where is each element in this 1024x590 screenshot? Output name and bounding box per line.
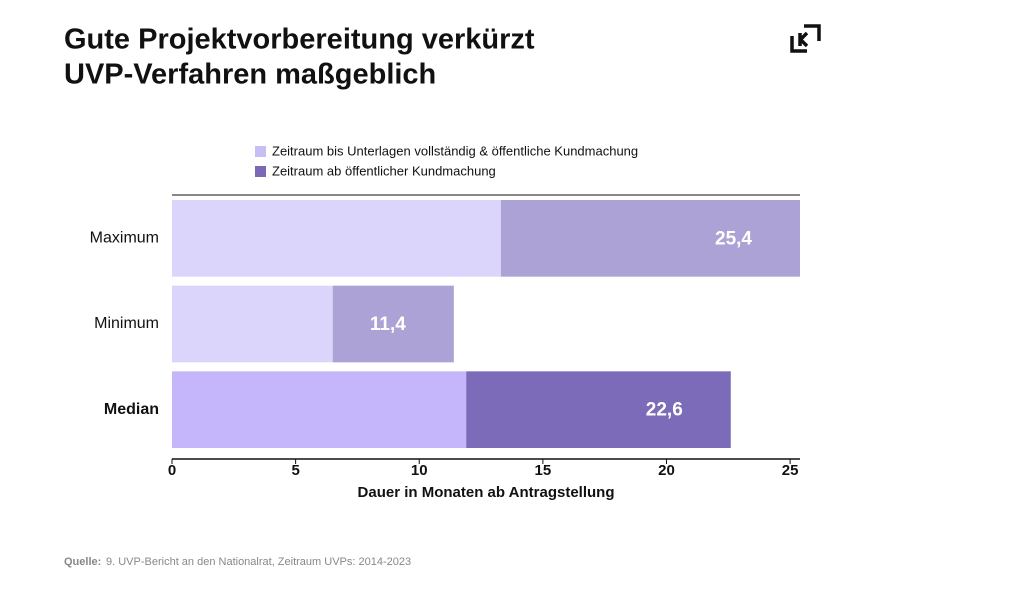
legend-label: Zeitraum bis Unterlagen vollständig & öf… [272, 143, 638, 158]
x-axis-title: Dauer in Monaten ab Antragstellung [358, 484, 615, 501]
bar-segment [172, 285, 333, 363]
source: 9. UVP-Bericht an den Nationalrat, Zeitr… [106, 556, 411, 568]
bar-segment [172, 200, 501, 277]
source-label: Quelle: [64, 556, 101, 568]
x-tick-label: 15 [535, 462, 552, 479]
category-label: Minimum [94, 315, 159, 332]
x-tick-label: 5 [291, 462, 299, 479]
legend-label: Zeitraum ab öffentlicher Kundmachung [272, 163, 496, 178]
legend-swatch [255, 146, 266, 157]
chart-title: Gute Projektvorbereitung verkürzt [64, 24, 535, 56]
bar-segment [466, 371, 731, 448]
x-tick-label: 0 [168, 462, 176, 479]
bar-segment [332, 285, 454, 363]
total-label: 25,4 [715, 228, 752, 249]
x-tick-label: 20 [658, 462, 675, 479]
total-label: 11,4 [370, 314, 406, 335]
x-tick-label: 25 [782, 462, 799, 479]
category-label: Maximum [90, 230, 159, 247]
bar-segment [172, 371, 467, 448]
logo [790, 24, 821, 53]
chart-title: UVP-Verfahren maßgeblich [64, 59, 436, 91]
bar-segment [500, 200, 800, 277]
x-tick-label: 10 [411, 462, 428, 479]
category-label: Median [104, 401, 159, 418]
total-label: 22,6 [646, 400, 683, 421]
legend-swatch [255, 166, 266, 177]
